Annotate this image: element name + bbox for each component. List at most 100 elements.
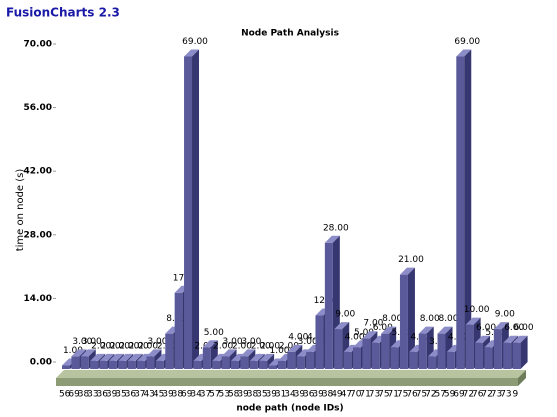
x-tick-label: 36 bbox=[125, 390, 137, 400]
x-tick-label: 75 bbox=[378, 390, 389, 400]
data-label: 2.00 bbox=[91, 341, 111, 351]
brand: FusionCharts 2.3 bbox=[6, 6, 120, 20]
data-label: 3.00 bbox=[82, 337, 102, 347]
x-tick-label: 39 bbox=[162, 390, 174, 400]
x-tick-label: 38 bbox=[247, 390, 259, 400]
x-tick-label: 37 bbox=[200, 390, 211, 400]
floor-top bbox=[56, 370, 526, 378]
y-tick-label: 42.00 bbox=[24, 167, 52, 177]
x-tick-label: 31 bbox=[275, 390, 286, 400]
x-tick-label: 34 bbox=[284, 390, 296, 400]
y-tick-label: 56.00 bbox=[24, 103, 52, 113]
data-label: 69.00 bbox=[454, 37, 480, 47]
data-label: 4.00 bbox=[345, 332, 365, 342]
x-tick-label: 69 bbox=[181, 390, 193, 400]
data-label: 2.00 bbox=[138, 341, 158, 351]
data-label: 6.00 bbox=[476, 323, 496, 333]
y-tick-label: 0.00 bbox=[30, 358, 52, 368]
data-label: 2.00 bbox=[129, 341, 149, 351]
x-tick-label: 33 bbox=[87, 390, 98, 400]
floor-front bbox=[56, 378, 518, 386]
data-label: 2.00 bbox=[119, 341, 139, 351]
x-tick-label: 47 bbox=[341, 390, 352, 400]
data-label: 8.00 bbox=[438, 314, 458, 324]
x-tick-label: 73 bbox=[500, 390, 511, 400]
x-tick-label: 39 bbox=[237, 390, 249, 400]
data-label: 8.00 bbox=[382, 314, 402, 324]
data-label: 10.00 bbox=[464, 305, 490, 315]
x-tick-label: 72 bbox=[463, 390, 474, 400]
y-axis-label: time on node (s) bbox=[15, 169, 26, 252]
data-label: 2.00 bbox=[279, 341, 299, 351]
bar bbox=[512, 335, 528, 369]
bar bbox=[456, 49, 472, 370]
data-label: 2.00 bbox=[101, 341, 121, 351]
x-tick-label: 76 bbox=[472, 390, 484, 400]
x-tick-label: 75 bbox=[397, 390, 408, 400]
data-label: 9.00 bbox=[495, 310, 515, 320]
x-tick-label: 45 bbox=[153, 390, 164, 400]
y-tick-label: 70.00 bbox=[24, 40, 52, 50]
x-tick-label: 36 bbox=[303, 390, 315, 400]
x-tick-label: 39 bbox=[294, 390, 306, 400]
x-tick-label: 70 bbox=[350, 390, 362, 400]
x-tick-label: 71 bbox=[359, 390, 370, 400]
data-label: 8.00 bbox=[420, 314, 440, 324]
y-tick-label: 14.00 bbox=[24, 294, 52, 304]
x-tick-label: 49 bbox=[331, 390, 343, 400]
floor-side bbox=[518, 370, 526, 386]
x-tick-label: 56 bbox=[59, 390, 71, 400]
data-label: 9.00 bbox=[335, 310, 355, 320]
data-label: 2.00 bbox=[110, 341, 130, 351]
x-tick-label: 75 bbox=[416, 390, 427, 400]
x-tick-label: 57 bbox=[434, 390, 445, 400]
data-label: 5.00 bbox=[354, 328, 374, 338]
data-label: 2.00 bbox=[213, 341, 233, 351]
x-tick-label: 73 bbox=[369, 390, 380, 400]
data-label: 69.00 bbox=[182, 37, 208, 47]
x-tick-label: 9 bbox=[512, 390, 518, 400]
x-tick-label: 39 bbox=[312, 390, 324, 400]
x-tick-label: 36 bbox=[97, 390, 109, 400]
x-tick-label: 72 bbox=[425, 390, 436, 400]
x-tick-label: 57 bbox=[209, 390, 220, 400]
data-label: 1.00 bbox=[63, 346, 83, 356]
data-label: 1.00 bbox=[269, 346, 289, 356]
x-tick-label: 38 bbox=[322, 390, 334, 400]
x-tick-label: 73 bbox=[491, 390, 502, 400]
x-tick-label: 43 bbox=[143, 390, 154, 400]
x-tick-label: 72 bbox=[481, 390, 492, 400]
data-label: 7.00 bbox=[363, 319, 383, 329]
x-tick-label: 69 bbox=[453, 390, 465, 400]
x-tick-label: 53 bbox=[219, 390, 230, 400]
data-label: 3.00 bbox=[241, 337, 261, 347]
x-tick-label: 59 bbox=[444, 390, 456, 400]
x-tick-label: 71 bbox=[388, 390, 399, 400]
bar bbox=[399, 267, 415, 369]
data-label: 6.00 bbox=[504, 323, 524, 333]
x-tick-label: 34 bbox=[190, 390, 202, 400]
x-tick-label: 69 bbox=[68, 390, 80, 400]
x-tick-label: 76 bbox=[406, 390, 418, 400]
data-label: 3.00 bbox=[298, 337, 318, 347]
x-tick-label: 37 bbox=[134, 390, 145, 400]
x-tick-label: 39 bbox=[265, 390, 277, 400]
data-label: 2.00 bbox=[251, 341, 271, 351]
x-tick-label: 38 bbox=[78, 390, 90, 400]
data-label: 2.00 bbox=[232, 341, 252, 351]
data-label: 6.00 bbox=[514, 323, 534, 333]
data-label: 3.00 bbox=[72, 337, 92, 347]
x-tick-label: 38 bbox=[172, 390, 184, 400]
x-tick-label: 58 bbox=[228, 390, 240, 400]
x-tick-label: 35 bbox=[115, 390, 126, 400]
data-label: 5.00 bbox=[204, 328, 224, 338]
chart-title: Node Path Analysis bbox=[241, 29, 339, 39]
x-tick-label: 35 bbox=[256, 390, 267, 400]
data-label: 21.00 bbox=[398, 255, 424, 265]
data-label: 2.00 bbox=[260, 341, 280, 351]
data-label: 6.00 bbox=[373, 323, 393, 333]
bar bbox=[184, 49, 200, 370]
data-label: 3.00 bbox=[223, 337, 243, 347]
y-tick-label: 28.00 bbox=[24, 230, 52, 240]
